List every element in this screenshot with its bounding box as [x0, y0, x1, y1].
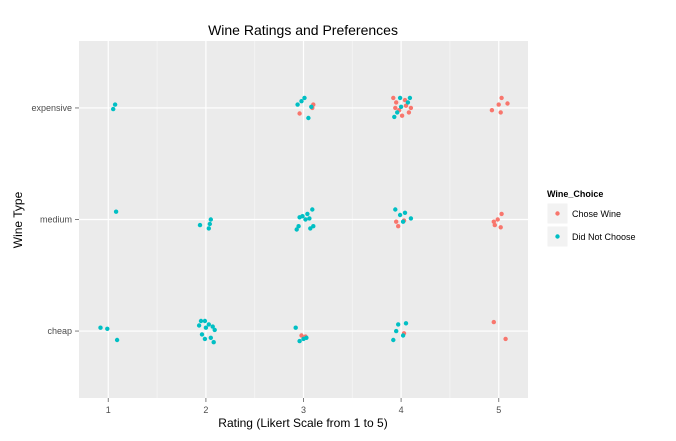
data-point	[495, 217, 500, 222]
data-point	[310, 207, 315, 212]
data-point	[203, 325, 209, 330]
data-point	[202, 318, 208, 324]
data-point	[394, 100, 399, 105]
data-point	[295, 102, 300, 107]
data-point	[294, 227, 299, 232]
data-point	[114, 337, 120, 343]
data-point	[207, 221, 212, 227]
y-axis-title: Wine Type	[11, 191, 25, 248]
data-point	[499, 95, 504, 101]
data-point	[299, 99, 304, 104]
data-point	[98, 325, 103, 330]
legend: Wine_Choice Chose Wine Did Not Choose	[546, 189, 636, 248]
y-axis-ticks: cheap medium expensive	[31, 103, 79, 336]
data-point	[489, 108, 495, 113]
data-point	[408, 105, 414, 111]
x-tick-label: 4	[399, 405, 404, 415]
data-point	[309, 104, 314, 110]
data-point	[505, 101, 510, 106]
data-point	[297, 111, 302, 116]
data-point	[299, 333, 304, 338]
data-point	[393, 207, 398, 212]
data-point	[300, 214, 305, 219]
data-point	[498, 225, 503, 230]
data-point	[396, 322, 401, 327]
data-point	[400, 333, 406, 338]
legend-label: Did Not Choose	[572, 232, 636, 242]
data-point	[391, 337, 396, 343]
data-point	[208, 217, 213, 222]
data-point	[403, 103, 409, 108]
x-tick-label: 1	[106, 405, 111, 415]
data-point	[496, 102, 501, 107]
data-point	[396, 224, 401, 229]
data-point	[296, 224, 301, 229]
data-point	[198, 318, 204, 324]
data-point	[397, 212, 403, 218]
data-point	[111, 106, 116, 112]
data-point	[394, 328, 399, 334]
data-point	[407, 95, 413, 101]
data-point	[491, 319, 496, 325]
data-point	[303, 217, 308, 222]
data-point	[197, 222, 203, 228]
data-points	[98, 95, 510, 345]
y-tick-label: medium	[40, 215, 72, 225]
data-point	[112, 102, 118, 107]
data-point	[398, 104, 404, 110]
data-point	[304, 335, 309, 340]
data-point	[492, 222, 497, 228]
data-point	[305, 211, 310, 217]
legend-label: Chose Wine	[572, 209, 621, 219]
data-point	[392, 114, 397, 120]
data-point	[393, 105, 398, 111]
data-point	[402, 210, 408, 215]
x-tick-label: 2	[203, 405, 208, 415]
data-point	[406, 110, 412, 115]
data-point	[498, 110, 503, 115]
data-point	[105, 326, 110, 331]
data-point	[403, 321, 409, 326]
data-point	[212, 327, 217, 333]
data-point	[211, 340, 216, 345]
data-point	[399, 113, 405, 118]
data-point	[199, 332, 205, 337]
data-point	[113, 209, 119, 214]
data-point	[306, 115, 311, 121]
legend-marker	[555, 211, 560, 216]
data-point	[196, 323, 202, 328]
y-tick-label: expensive	[31, 103, 72, 113]
data-point	[499, 211, 504, 217]
data-point	[302, 95, 307, 101]
data-point	[405, 100, 411, 105]
x-axis-ticks: 1 2 3 4 5	[106, 398, 501, 415]
x-tick-label: 3	[301, 405, 306, 415]
data-point	[400, 219, 406, 224]
data-point	[408, 216, 414, 221]
data-point	[394, 219, 399, 224]
legend-title: Wine_Choice	[547, 189, 603, 199]
data-point	[208, 335, 213, 340]
data-point	[293, 325, 298, 330]
data-point	[491, 219, 496, 224]
x-tick-label: 5	[496, 405, 501, 415]
data-point	[391, 95, 396, 101]
data-point	[307, 216, 312, 221]
data-point	[397, 95, 403, 101]
x-axis-title: Rating (Likert Scale from 1 to 5)	[218, 416, 387, 430]
data-point	[311, 224, 316, 229]
y-tick-label: cheap	[47, 326, 72, 336]
data-point	[210, 324, 215, 329]
chart-title: Wine Ratings and Preferences	[208, 22, 398, 38]
data-point	[503, 336, 508, 342]
data-point	[202, 336, 208, 342]
data-point	[206, 322, 211, 327]
data-point	[297, 338, 302, 344]
legend-marker	[555, 234, 560, 239]
data-point	[206, 226, 211, 231]
data-point	[395, 110, 400, 115]
